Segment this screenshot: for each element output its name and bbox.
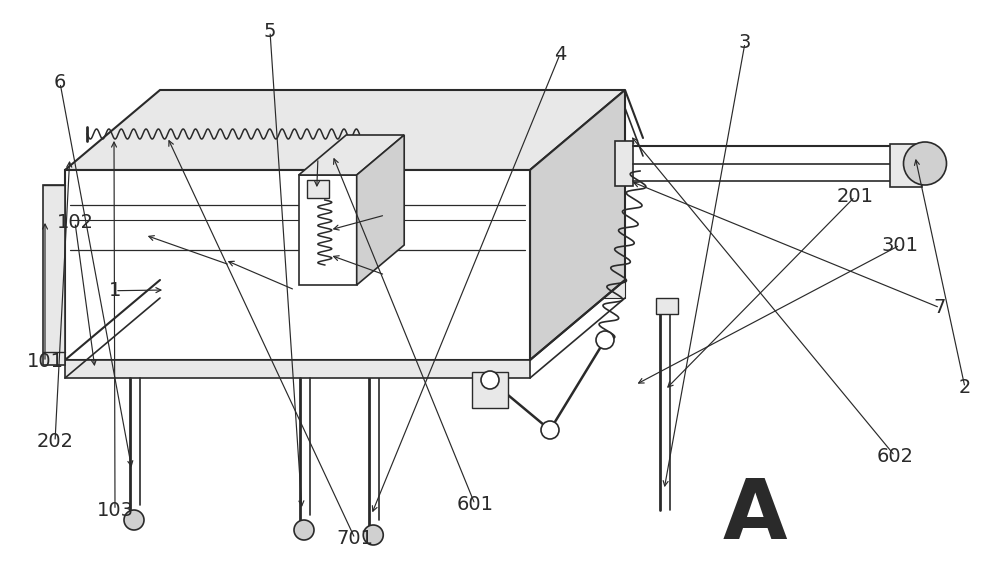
Bar (299, 175, 357, 285)
Polygon shape (65, 90, 625, 170)
Circle shape (124, 510, 144, 530)
Bar (65, 360, 530, 378)
Bar (43, 185, 65, 365)
Bar (307, 180, 329, 198)
Polygon shape (472, 372, 508, 408)
Text: 101: 101 (26, 352, 64, 372)
Circle shape (481, 371, 499, 389)
Text: 102: 102 (56, 213, 94, 232)
Text: 201: 201 (836, 187, 874, 206)
Text: 5: 5 (264, 22, 276, 41)
Text: 103: 103 (96, 500, 134, 520)
Text: A: A (723, 475, 787, 556)
Polygon shape (357, 135, 404, 285)
Text: 202: 202 (36, 432, 74, 451)
Circle shape (596, 331, 614, 349)
Polygon shape (530, 90, 625, 360)
Text: 701: 701 (336, 529, 374, 548)
Bar (65, 170, 530, 360)
Text: 3: 3 (739, 33, 751, 52)
Text: 2: 2 (959, 378, 971, 397)
Text: 6: 6 (54, 73, 66, 92)
Text: 4: 4 (554, 44, 566, 64)
Text: 7: 7 (934, 298, 946, 317)
Text: 602: 602 (876, 446, 914, 466)
Circle shape (541, 421, 559, 439)
Bar (890, 144, 922, 187)
Circle shape (904, 142, 946, 185)
Text: 301: 301 (882, 235, 918, 255)
Text: 1: 1 (109, 281, 121, 300)
Circle shape (294, 520, 314, 540)
Polygon shape (160, 280, 625, 298)
Circle shape (363, 525, 383, 545)
Polygon shape (299, 135, 404, 175)
Bar (656, 298, 678, 314)
Text: 601: 601 (456, 495, 494, 514)
Bar (615, 141, 633, 186)
